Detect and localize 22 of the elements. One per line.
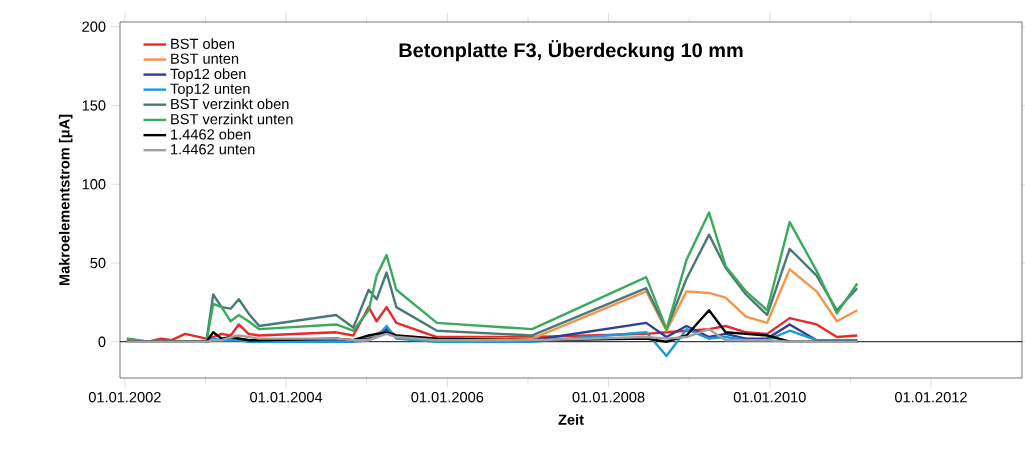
text: Betonplatte F3, Überdeckung 10 mm	[399, 40, 743, 62]
legend-label: Top12 unten	[170, 83, 250, 97]
x-tick-label: 01.01.2006	[411, 392, 484, 403]
legend-label: 1.4462 unten	[171, 144, 255, 155]
x-tick-label: 01.01.2008	[572, 392, 645, 403]
legend-label: BST oben	[171, 38, 235, 49]
legend-label: BST unten	[171, 53, 239, 64]
x-tick-label: 01.01.2004	[250, 392, 323, 403]
y-tick-label: 0	[98, 336, 106, 347]
y-tick-label: 200	[82, 21, 106, 32]
y-tick-label: 100	[82, 179, 106, 190]
legend-label: 1.4462 oben	[171, 128, 251, 140]
legend-label: BST verzinkt oben	[171, 98, 289, 110]
x-tick-label: 01.01.2012	[895, 392, 967, 403]
x-tick-label: 01.01.2002	[88, 392, 161, 403]
x-tick-label: 01.01.2010	[733, 392, 806, 403]
legend-label: Top12 oben	[170, 68, 246, 82]
y-axis-title: Makroelementstrom [μA]	[58, 114, 73, 286]
x-axis-title: Zeit	[558, 414, 584, 425]
y-tick-label: 150	[82, 100, 106, 111]
legend-label: BST verzinkt unten	[171, 113, 293, 125]
y-tick-label: 50	[90, 257, 106, 269]
